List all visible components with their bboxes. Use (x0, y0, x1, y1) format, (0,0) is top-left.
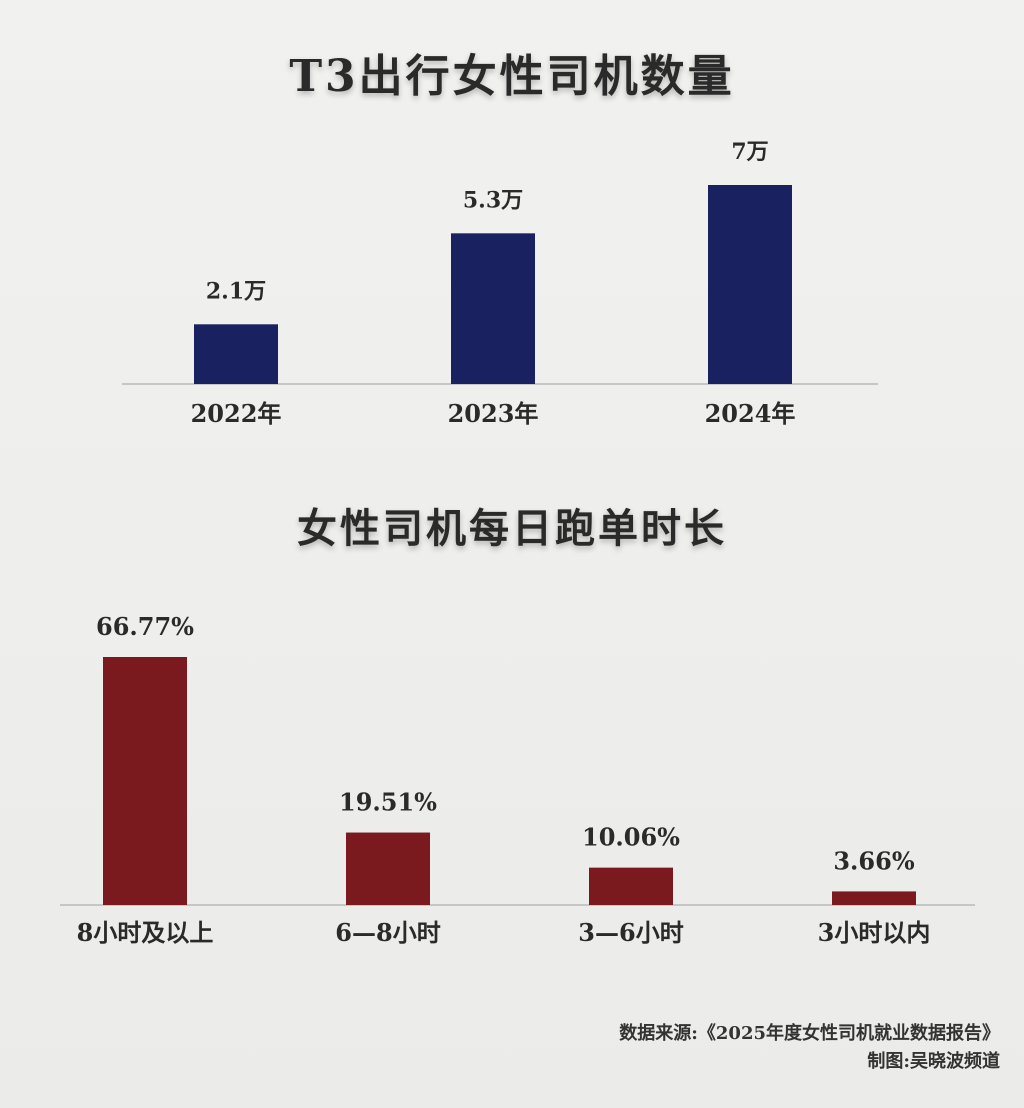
chart2-category-label: 3—6小时 (578, 918, 683, 947)
chart1-category-label: 2022年 (191, 399, 282, 428)
chart2-bar (346, 832, 430, 905)
chart2-bar (103, 657, 187, 905)
data-source-note: 数据来源:《2025年度女性司机就业数据报告》 (619, 1023, 1000, 1044)
chart1-value-label: 2.1万 (206, 278, 266, 304)
daily-hours-bar-chart: 66.77% 8小时及以上 19.51% 6—8小时 10.06% 3—6小时 3.66% 3… (60, 612, 975, 947)
chart1-bar (451, 233, 535, 384)
chart2-category-label: 6—8小时 (335, 918, 440, 947)
chart-credit-note: 制图:吴晓波频道 (867, 1051, 1000, 1072)
chart1-bar (194, 324, 278, 384)
chart1-category-label: 2023年 (448, 399, 539, 428)
chart2-value-label: 3.66% (833, 846, 914, 875)
chart2-category-label: 3小时以内 (818, 918, 931, 947)
chart2-bar (589, 867, 673, 905)
driver-count-bar-chart: 2.1万 2022年 5.3万 2023年 7万 2024年 (122, 139, 878, 428)
chart2-value-label: 19.51% (339, 788, 437, 817)
chart2-bar (832, 891, 916, 905)
chart1-value-label: 5.3万 (463, 187, 523, 213)
chart2-value-label: 10.06% (582, 823, 680, 852)
chart1-title: T3出行女性司机数量 (289, 51, 735, 102)
chart1-value-label: 7万 (731, 139, 768, 165)
chart2-title: 女性司机每日跑单时长 (297, 505, 727, 552)
chart2-category-label: 8小时及以上 (77, 918, 214, 947)
chart1-category-label: 2024年 (705, 399, 796, 428)
chart1-bar (708, 185, 792, 384)
chart2-value-label: 66.77% (96, 612, 194, 641)
